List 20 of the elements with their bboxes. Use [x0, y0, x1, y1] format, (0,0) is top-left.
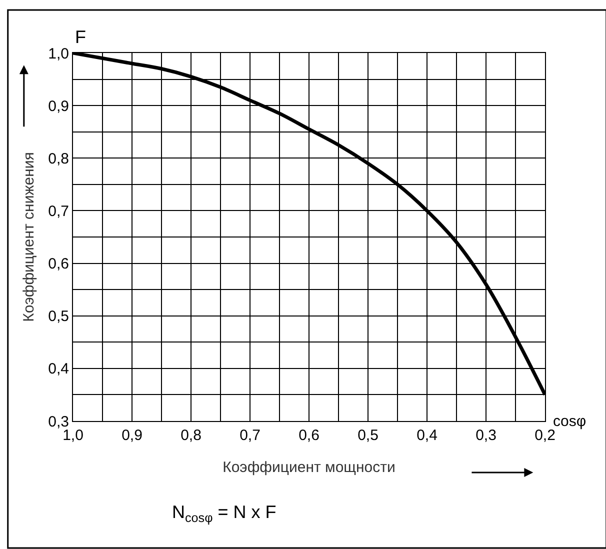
x-tick-label: 0,4: [416, 427, 438, 444]
x-axis-title: Коэффициент мощности: [222, 459, 396, 476]
text: N$_{cosφ}$ = N x F: [172, 502, 276, 525]
x-tick-label: 0,3: [476, 427, 496, 444]
y-tick-label: 0,6: [48, 256, 69, 273]
x-tick-label: 0,7: [240, 427, 260, 444]
y-tick-label: 0,8: [48, 150, 69, 168]
y-tick-label: 0,9: [48, 98, 69, 115]
x-tick-label: 0,9: [122, 427, 142, 444]
x-tick-label: 0,8: [180, 427, 202, 444]
y-tick-label: 0,5: [48, 308, 69, 326]
x-tick-label: 0,6: [298, 427, 320, 444]
y-tick-label: 0,4: [48, 360, 69, 378]
y-tick-label: 1,0: [48, 45, 69, 62]
text: F: [75, 27, 86, 47]
text: cosφ: [553, 413, 586, 430]
y-axis-title: Коэффициент снижения: [20, 152, 38, 322]
y-tick-label: 0,7: [48, 202, 69, 220]
x-tick-label: 0,2: [534, 427, 556, 444]
x-tick-label: 0,5: [358, 427, 378, 444]
